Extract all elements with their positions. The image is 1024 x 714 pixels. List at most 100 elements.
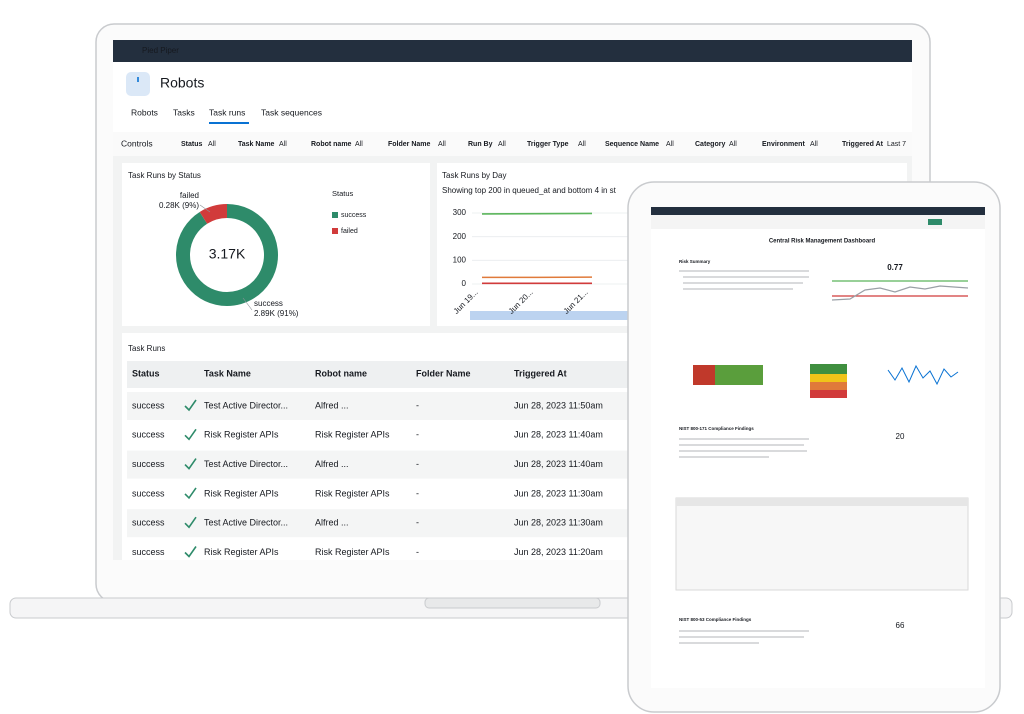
tab[interactable]: Tasks xyxy=(173,107,195,117)
filter-name[interactable]: Run By xyxy=(468,141,493,148)
filter-name[interactable]: Environment xyxy=(762,141,805,148)
cell: success xyxy=(132,547,165,557)
cell: success xyxy=(132,400,165,410)
column-header[interactable]: Task Name xyxy=(204,368,251,378)
column-header[interactable]: Triggered At xyxy=(514,368,567,378)
check-icon xyxy=(184,458,197,470)
donut-segment xyxy=(199,204,228,224)
cell: Alfred ... xyxy=(315,518,349,528)
callout-name: success xyxy=(254,299,283,308)
cell: - xyxy=(416,488,419,498)
filter-name[interactable]: Sequence Name xyxy=(605,141,659,148)
controls-bar xyxy=(113,132,912,156)
filter-value[interactable]: All xyxy=(355,141,363,148)
filter-name[interactable]: Category xyxy=(695,141,725,148)
tablet-bg xyxy=(651,207,985,688)
tablet-heading: NIST 800-53 Compliance Findings xyxy=(679,617,752,622)
filter-value[interactable]: Last 7 xyxy=(887,141,906,148)
column-header[interactable]: Robot name xyxy=(315,368,367,378)
filter-name[interactable]: Trigger Type xyxy=(527,141,569,148)
filter-value[interactable]: All xyxy=(208,141,216,148)
cell[interactable]: Test Active Director... xyxy=(204,459,288,469)
tab[interactable]: Robots xyxy=(131,107,158,117)
y-tick-label: 0 xyxy=(462,279,467,288)
filter-value[interactable]: All xyxy=(666,141,674,148)
check-icon xyxy=(184,428,197,441)
cell: - xyxy=(416,430,419,440)
tablet-count: 66 xyxy=(896,621,905,630)
tablet-toolbar xyxy=(651,215,985,229)
y-tick-label: 200 xyxy=(453,232,467,241)
column-header[interactable]: Folder Name xyxy=(416,368,471,378)
filter-name[interactable]: Robot name xyxy=(311,141,352,148)
tablet-screen: Central Risk Management Dashboard Risk Su… xyxy=(651,207,985,688)
cell[interactable]: Risk Register APIs xyxy=(204,547,279,557)
cell: Jun 28, 2023 11:40am xyxy=(514,459,603,469)
donut-segment xyxy=(176,204,278,306)
filter-name[interactable]: Status xyxy=(181,141,203,148)
check-icon xyxy=(184,546,197,558)
cell: - xyxy=(416,400,419,410)
chart-title: Task Runs by Day xyxy=(442,171,506,180)
app-name: Pied Piper xyxy=(142,46,179,55)
y-tick-label: 100 xyxy=(453,255,467,264)
cell: success xyxy=(132,488,165,498)
filter-value[interactable]: All xyxy=(578,141,586,148)
filter-value[interactable]: All xyxy=(810,141,818,148)
active-tab-underline xyxy=(209,122,249,124)
cell[interactable]: Risk Register APIs xyxy=(204,488,279,498)
tab[interactable]: Task runs xyxy=(209,107,245,117)
tablet-heading: Risk Summary xyxy=(679,259,711,264)
callout-value: 0.28K (9%) xyxy=(159,201,199,210)
cell: Jun 28, 2023 11:50am xyxy=(514,400,603,410)
tablet-text-lines xyxy=(679,270,809,644)
cell: Risk Register APIs xyxy=(315,488,390,498)
callout-line xyxy=(199,204,211,213)
cell: Jun 28, 2023 11:30am xyxy=(514,488,603,498)
cell: success xyxy=(132,459,165,469)
page-title: Robots xyxy=(160,75,204,91)
tablet-count: 20 xyxy=(896,432,905,441)
filter-value[interactable]: All xyxy=(729,141,737,148)
cell[interactable]: Risk Register APIs xyxy=(204,430,279,440)
cell: - xyxy=(416,459,419,469)
cell: Risk Register APIs xyxy=(315,547,390,557)
cell[interactable]: Test Active Director... xyxy=(204,518,288,528)
filter-value[interactable]: All xyxy=(279,141,287,148)
donut-total: 3.17K xyxy=(209,246,246,262)
cell: Jun 28, 2023 11:20am xyxy=(514,547,603,557)
filter-value[interactable]: All xyxy=(498,141,506,148)
check-icon xyxy=(184,487,197,500)
cell: success xyxy=(132,518,165,528)
laptop-notch xyxy=(424,597,601,609)
tab[interactable]: Task sequences xyxy=(261,107,322,117)
check-icon xyxy=(184,399,197,412)
callout-name: failed xyxy=(180,191,199,200)
cell[interactable]: Test Active Director... xyxy=(204,400,288,410)
cell: - xyxy=(416,518,419,528)
chart-subtitle: Showing top 200 in queued_at and bottom … xyxy=(442,186,617,195)
filter-value[interactable]: All xyxy=(438,141,446,148)
scroll-strip xyxy=(470,311,650,320)
filter-name[interactable]: Task Name xyxy=(238,141,275,148)
table-title: Task Runs xyxy=(128,344,165,353)
controls-label: Controls xyxy=(121,138,153,148)
tablet-title: Central Risk Management Dashboard xyxy=(769,239,876,245)
legend-label: failed xyxy=(341,228,358,235)
cell: Jun 28, 2023 11:40am xyxy=(514,430,603,440)
tablet-bar-chart xyxy=(693,364,959,398)
filter-name[interactable]: Folder Name xyxy=(388,141,431,148)
tablet-button[interactable] xyxy=(928,219,942,225)
legend-swatch xyxy=(332,228,338,234)
column-header[interactable]: Status xyxy=(132,368,160,378)
filter-name[interactable]: Triggered At xyxy=(842,141,884,148)
legend-swatch xyxy=(332,212,338,218)
cell: - xyxy=(416,547,419,557)
tablet-heading: NIST 800-171 Compliance Findings xyxy=(679,426,754,431)
y-tick-label: 300 xyxy=(453,208,467,217)
header-bg xyxy=(113,62,912,132)
tablet-score-chart xyxy=(831,280,969,301)
cell: Alfred ... xyxy=(315,400,349,410)
